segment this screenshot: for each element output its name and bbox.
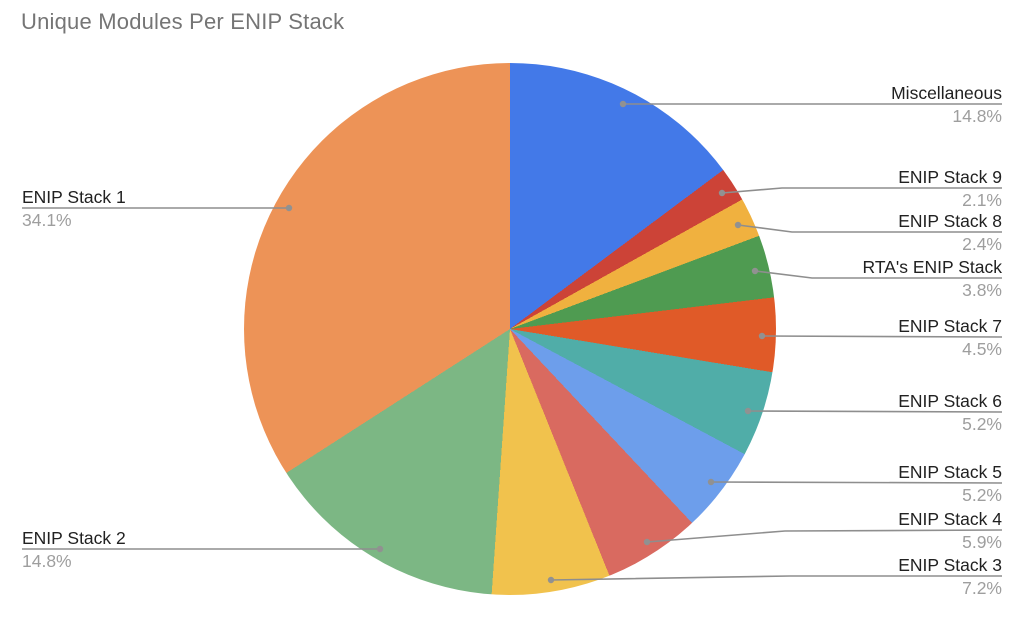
callout-label: ENIP Stack 4 bbox=[898, 509, 1002, 529]
callout-label: ENIP Stack 3 bbox=[898, 555, 1002, 575]
callout-label: ENIP Stack 1 bbox=[22, 187, 126, 207]
callout-label: Miscellaneous bbox=[891, 83, 1002, 103]
callout-percent: 14.8% bbox=[952, 106, 1002, 126]
callout-label: ENIP Stack 9 bbox=[898, 167, 1002, 187]
callout-percent: 3.8% bbox=[962, 280, 1002, 300]
callout-label: ENIP Stack 7 bbox=[898, 316, 1002, 336]
callout-label: ENIP Stack 2 bbox=[22, 528, 126, 548]
callout-enip-stack-6: ENIP Stack 6 5.2% bbox=[898, 391, 1002, 434]
callout-enip-stack-1: ENIP Stack 1 34.1% bbox=[22, 187, 126, 230]
callout-percent: 5.2% bbox=[962, 414, 1002, 434]
callout-enip-stack-7: ENIP Stack 7 4.5% bbox=[898, 316, 1002, 359]
callout-percent: 14.8% bbox=[22, 551, 72, 571]
callout-percent: 7.2% bbox=[962, 578, 1002, 598]
callout-enip-stack-5: ENIP Stack 5 5.2% bbox=[898, 462, 1002, 505]
callout-miscellaneous: Miscellaneous 14.8% bbox=[891, 83, 1002, 126]
callout-rtas-enip-stack: RTA's ENIP Stack 3.8% bbox=[863, 257, 1003, 300]
pie-chart[interactable] bbox=[244, 63, 776, 595]
callout-label: ENIP Stack 5 bbox=[898, 462, 1002, 482]
callout-label: RTA's ENIP Stack bbox=[862, 257, 1003, 277]
callout-label: ENIP Stack 8 bbox=[898, 211, 1002, 231]
callout-percent: 5.9% bbox=[962, 532, 1002, 552]
callout-percent: 5.2% bbox=[962, 485, 1002, 505]
callout-enip-stack-2: ENIP Stack 2 14.8% bbox=[22, 528, 126, 571]
callout-enip-stack-4: ENIP Stack 4 5.9% bbox=[898, 509, 1002, 552]
callout-percent: 4.5% bbox=[962, 339, 1002, 359]
callout-enip-stack-8: ENIP Stack 8 2.4% bbox=[898, 211, 1002, 254]
callout-enip-stack-3: ENIP Stack 3 7.2% bbox=[898, 555, 1002, 598]
callout-percent: 2.4% bbox=[962, 234, 1002, 254]
chart-title: Unique Modules Per ENIP Stack bbox=[21, 9, 345, 34]
callout-label: ENIP Stack 6 bbox=[898, 391, 1002, 411]
callout-enip-stack-9: ENIP Stack 9 2.1% bbox=[898, 167, 1002, 210]
callout-percent: 2.1% bbox=[962, 190, 1002, 210]
callout-percent: 34.1% bbox=[22, 210, 72, 230]
